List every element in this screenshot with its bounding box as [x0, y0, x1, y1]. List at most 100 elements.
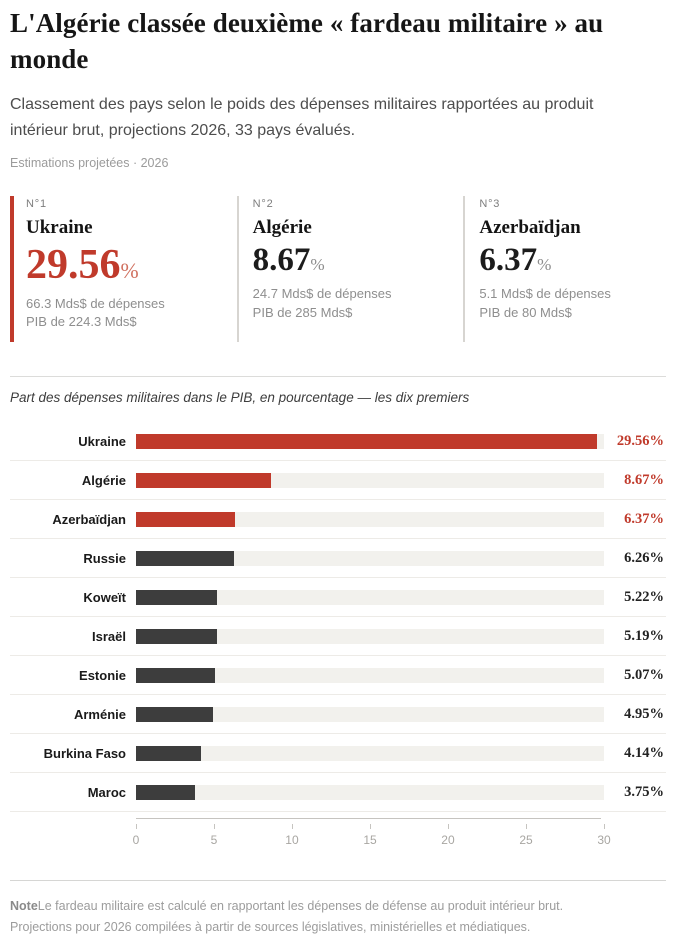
card-spending: 24.7 Mds$ de dépenses: [252, 285, 392, 301]
card-spending: 66.3 Mds$ de dépenses: [26, 295, 165, 311]
axis-tick-label: 5: [210, 833, 218, 848]
bar-fill: [136, 550, 234, 566]
card-stats: 5.1 Mds$ de dépenses PIB de 80 Mds$: [479, 285, 666, 323]
x-axis: 0 5 10 15 20 25 30: [10, 812, 666, 856]
footer-divider: [10, 880, 666, 882]
rank-label: N°3: [479, 198, 501, 211]
rank-card-1: N°1 Ukraine 29.56% 66.3 Mds$ de dépenses…: [10, 196, 213, 343]
axis-tick: [447, 824, 449, 830]
country-label: Koweït: [83, 589, 126, 605]
bar-track: [136, 628, 604, 644]
value-label: 6.37%: [624, 510, 664, 527]
bar-fill: [136, 784, 195, 800]
axis-tick: [526, 824, 527, 830]
axis-tick-label: 15: [363, 833, 377, 848]
value-label: 29.56%: [616, 432, 664, 449]
country-label: Estonie: [79, 667, 126, 683]
value-label: 3.75%: [624, 783, 664, 800]
bar-track: [136, 472, 604, 488]
chart-row: Maroc 3.75%: [10, 773, 666, 813]
chart-row: Koweït 5.22%: [10, 578, 666, 618]
card-value: 29.56%: [26, 242, 213, 288]
bar-track: [136, 511, 604, 527]
bar-chart: Ukraine 29.56% Algérie 8.67% Azerbaïdjan 6.37…: [10, 422, 666, 813]
percent-sign: %: [310, 255, 325, 275]
card-value: 8.67%: [253, 242, 440, 278]
note-label: Note: [10, 899, 38, 914]
card-country: Algérie: [252, 217, 312, 239]
card-value-number: 29.56: [26, 242, 121, 289]
note-line-1: NoteLe fardeau militaire est calculé en …: [10, 896, 666, 917]
country-label: Maroc: [87, 784, 126, 800]
section-divider: [10, 376, 666, 378]
chart-row: Burkina Faso 4.14%: [10, 734, 666, 774]
axis-area: 0 5 10 15 20 25 30: [132, 812, 611, 856]
chart-row: Azerbaïdjan 6.37%: [10, 500, 666, 540]
bar-fill: [136, 433, 598, 449]
value-label: 4.95%: [624, 705, 664, 722]
card-gdp: PIB de 285 Mds$: [252, 304, 353, 320]
bar-fill: [136, 667, 216, 683]
header: L'Algérie classée deuxième « fardeau mil…: [10, 6, 666, 170]
bar-track: [136, 784, 604, 800]
value-label: 6.26%: [624, 549, 664, 566]
axis-tick: [213, 824, 215, 830]
chart-row: Algérie 8.67%: [10, 461, 666, 501]
bar-track: [136, 433, 604, 449]
country-label: Russie: [83, 550, 126, 566]
axis-line: [136, 818, 601, 820]
meta-line: Estimations projetées · 2026: [10, 156, 169, 171]
country-label: Israël: [92, 628, 126, 644]
value-label: 8.67%: [624, 471, 664, 488]
axis-spacer-right: [604, 812, 666, 856]
axis-tick: [370, 824, 371, 830]
card-value: 6.37%: [479, 242, 666, 278]
footer-notes: NoteLe fardeau militaire est calculé en …: [10, 896, 666, 937]
chart-row: Ukraine 29.56%: [10, 422, 666, 462]
country-label: Arménie: [73, 706, 126, 722]
rank-label: N°1: [26, 198, 47, 211]
axis-tick: [604, 824, 605, 830]
percent-sign: %: [120, 259, 139, 284]
card-spending: 5.1 Mds$ de dépenses: [479, 285, 611, 301]
value-label: 5.07%: [624, 666, 664, 683]
value-label: 5.19%: [624, 627, 664, 644]
axis-tick-label: 20: [441, 833, 455, 848]
bar-track: [136, 745, 604, 761]
bar-fill: [136, 706, 214, 722]
card-country: Ukraine: [26, 217, 93, 239]
chart-row: Russie 6.26%: [10, 539, 666, 579]
country-label: Ukraine: [78, 433, 126, 449]
top3-cards: N°1 Ukraine 29.56% 66.3 Mds$ de dépenses…: [10, 196, 666, 343]
card-value-number: 6.37: [479, 242, 538, 279]
axis-tick-label: 10: [285, 833, 299, 848]
axis-tick-label: 0: [132, 833, 140, 848]
bar-track: [136, 706, 604, 722]
bar-track: [136, 589, 604, 605]
bar-fill: [136, 589, 218, 605]
axis-tick-label: 25: [519, 833, 533, 848]
chart-subtitle: Part des dépenses militaires dans le PIB…: [10, 390, 470, 406]
bar-fill: [136, 511, 236, 527]
country-label: Algérie: [81, 472, 126, 488]
card-gdp: PIB de 80 Mds$: [479, 304, 572, 320]
value-label: 4.14%: [624, 744, 664, 761]
bar-fill: [136, 745, 201, 761]
chart-row: Israël 5.19%: [10, 617, 666, 657]
rank-label: N°2: [252, 198, 274, 211]
note-line-2: Projections pour 2026 compilées à partir…: [10, 920, 531, 935]
rank-card-2: N°2 Algérie 8.67% 24.7 Mds$ de dépenses P…: [236, 196, 440, 343]
bar-track: [136, 550, 604, 566]
axis-spacer-left: [10, 812, 136, 856]
percent-sign: %: [537, 255, 552, 275]
page-subtitle: Classement des pays selon le poids des d…: [10, 96, 594, 139]
axis-tick-label: 30: [597, 833, 611, 848]
chart-row: Estonie 5.07%: [10, 656, 666, 696]
card-stats: 66.3 Mds$ de dépenses PIB de 224.3 Mds$: [26, 295, 213, 333]
bar-fill: [136, 472, 272, 488]
rank-card-3: N°3 Azerbaïdjan 6.37% 5.1 Mds$ de dépens…: [463, 196, 666, 343]
value-label: 5.22%: [624, 588, 664, 605]
card-gdp: PIB de 224.3 Mds$: [26, 314, 137, 330]
country-label: Burkina Faso: [43, 745, 126, 761]
